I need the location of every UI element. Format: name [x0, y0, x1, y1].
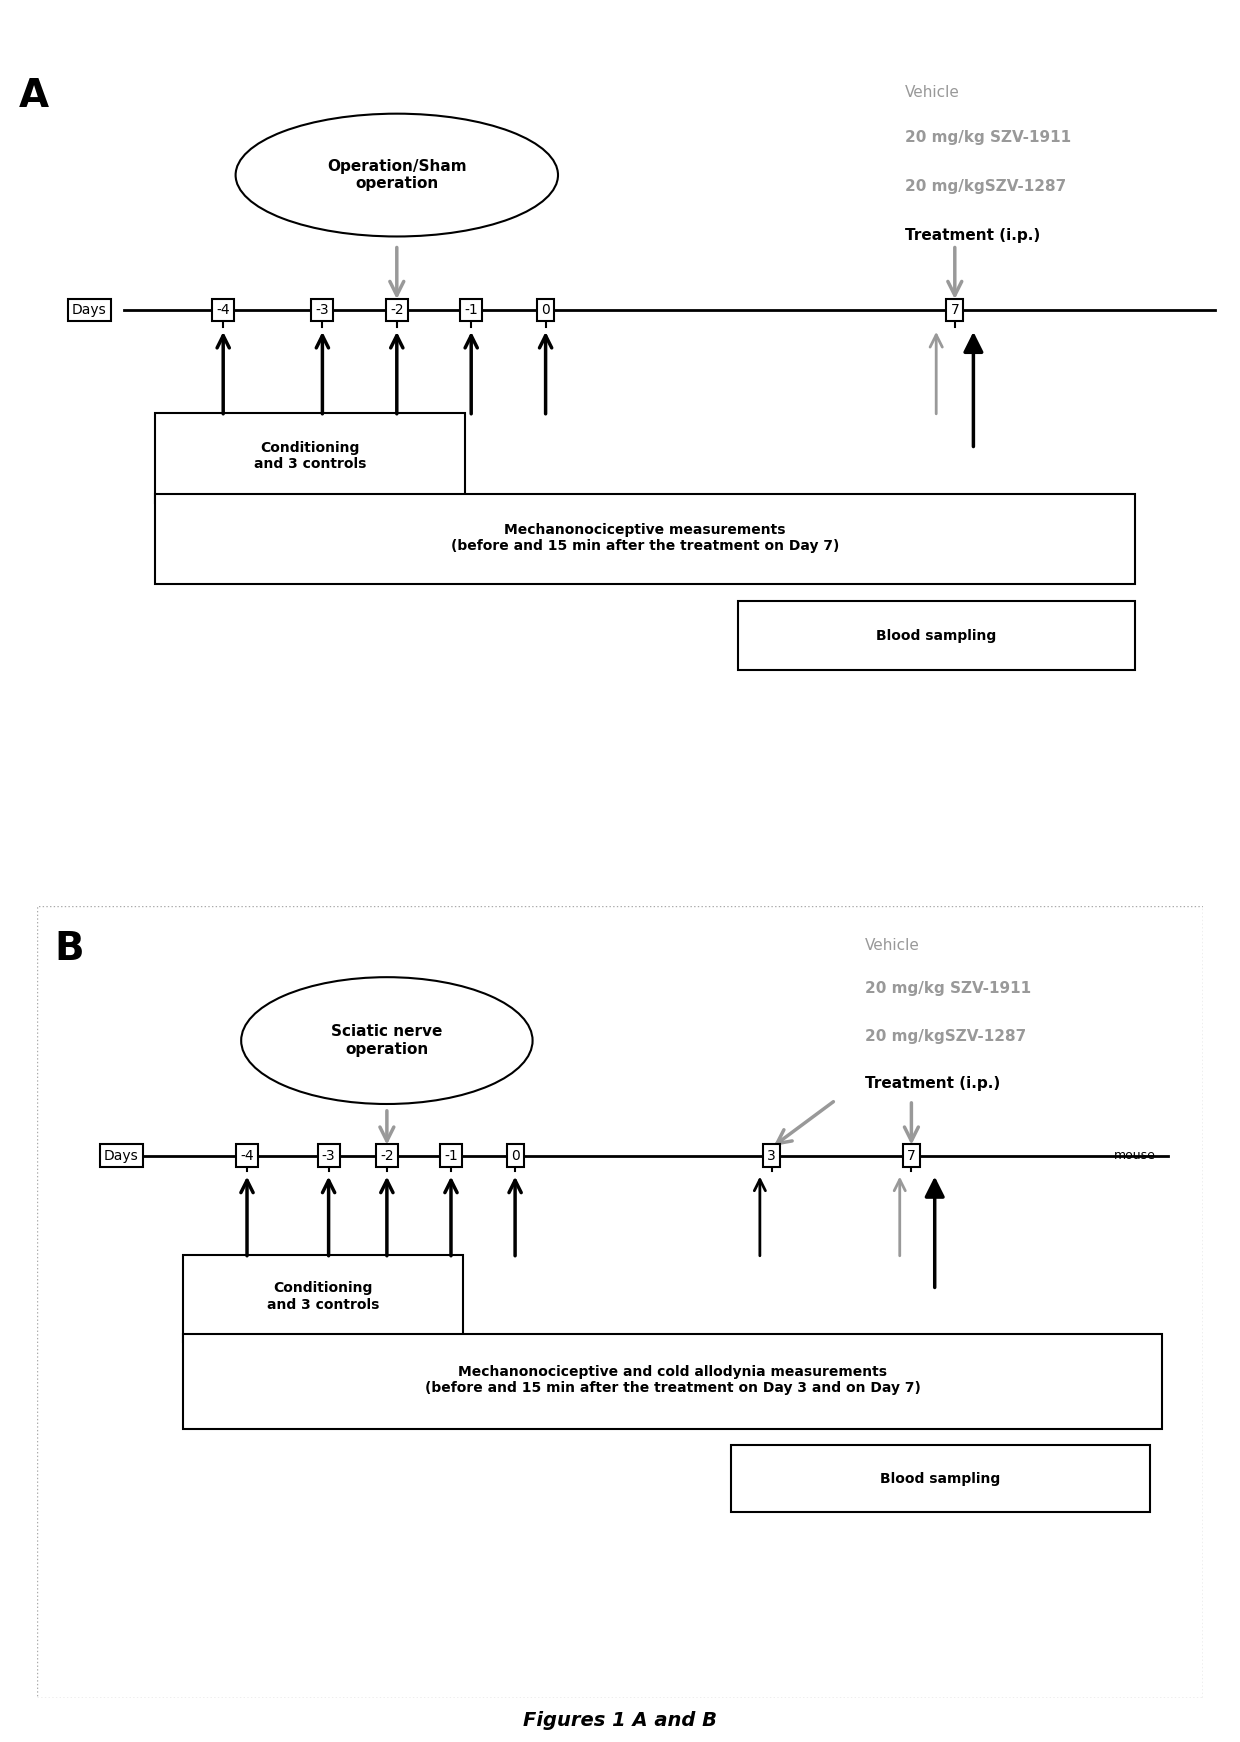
Text: Figures 1 A and B: Figures 1 A and B — [523, 1711, 717, 1730]
Text: -2: -2 — [391, 303, 403, 317]
Text: 7: 7 — [906, 1148, 916, 1162]
Text: 3: 3 — [768, 1148, 776, 1162]
Text: -2: -2 — [381, 1148, 393, 1162]
FancyBboxPatch shape — [730, 1444, 1151, 1512]
Text: Mechanonociceptive and cold allodynia measurements
(before and 15 min after the : Mechanonociceptive and cold allodynia me… — [424, 1364, 920, 1395]
Text: B: B — [55, 930, 84, 967]
Text: 20 mg/kgSZV-1287: 20 mg/kgSZV-1287 — [864, 1030, 1025, 1043]
Text: Mechanonociceptive measurements
(before and 15 min after the treatment on Day 7): Mechanonociceptive measurements (before … — [450, 523, 839, 552]
Text: Days: Days — [104, 1148, 139, 1162]
Text: 0: 0 — [541, 303, 551, 317]
Text: -3: -3 — [322, 1148, 335, 1162]
Text: Conditioning
and 3 controls: Conditioning and 3 controls — [254, 441, 366, 470]
Text: Sciatic nerve
operation: Sciatic nerve operation — [331, 1024, 443, 1057]
Text: Days: Days — [72, 303, 107, 317]
Text: Operation/Sham
operation: Operation/Sham operation — [327, 159, 466, 192]
Text: 20 mg/kg SZV-1911: 20 mg/kg SZV-1911 — [864, 981, 1030, 996]
FancyBboxPatch shape — [184, 1334, 1162, 1428]
Text: Conditioning
and 3 controls: Conditioning and 3 controls — [267, 1282, 379, 1312]
Text: Blood sampling: Blood sampling — [880, 1472, 1001, 1486]
Text: -1: -1 — [464, 303, 479, 317]
Text: Treatment (i.p.): Treatment (i.p.) — [864, 1077, 999, 1090]
Text: 20 mg/kg SZV-1911: 20 mg/kg SZV-1911 — [905, 131, 1071, 145]
Text: -3: -3 — [316, 303, 329, 317]
Text: -4: -4 — [241, 1148, 254, 1162]
FancyBboxPatch shape — [738, 601, 1135, 671]
Text: Vehicle: Vehicle — [905, 85, 960, 99]
FancyBboxPatch shape — [155, 413, 465, 502]
Text: Treatment (i.p.): Treatment (i.p.) — [905, 228, 1040, 244]
Text: Vehicle: Vehicle — [864, 937, 920, 953]
Text: 7: 7 — [950, 303, 960, 317]
Text: Blood sampling: Blood sampling — [877, 629, 996, 643]
Text: A: A — [19, 77, 48, 115]
FancyBboxPatch shape — [184, 1254, 463, 1341]
Text: -1: -1 — [444, 1148, 458, 1162]
Text: mouse: mouse — [1115, 1150, 1156, 1162]
Text: 0: 0 — [511, 1148, 520, 1162]
FancyBboxPatch shape — [155, 495, 1135, 585]
Text: -4: -4 — [217, 303, 229, 317]
Text: 20 mg/kgSZV-1287: 20 mg/kgSZV-1287 — [905, 179, 1066, 193]
